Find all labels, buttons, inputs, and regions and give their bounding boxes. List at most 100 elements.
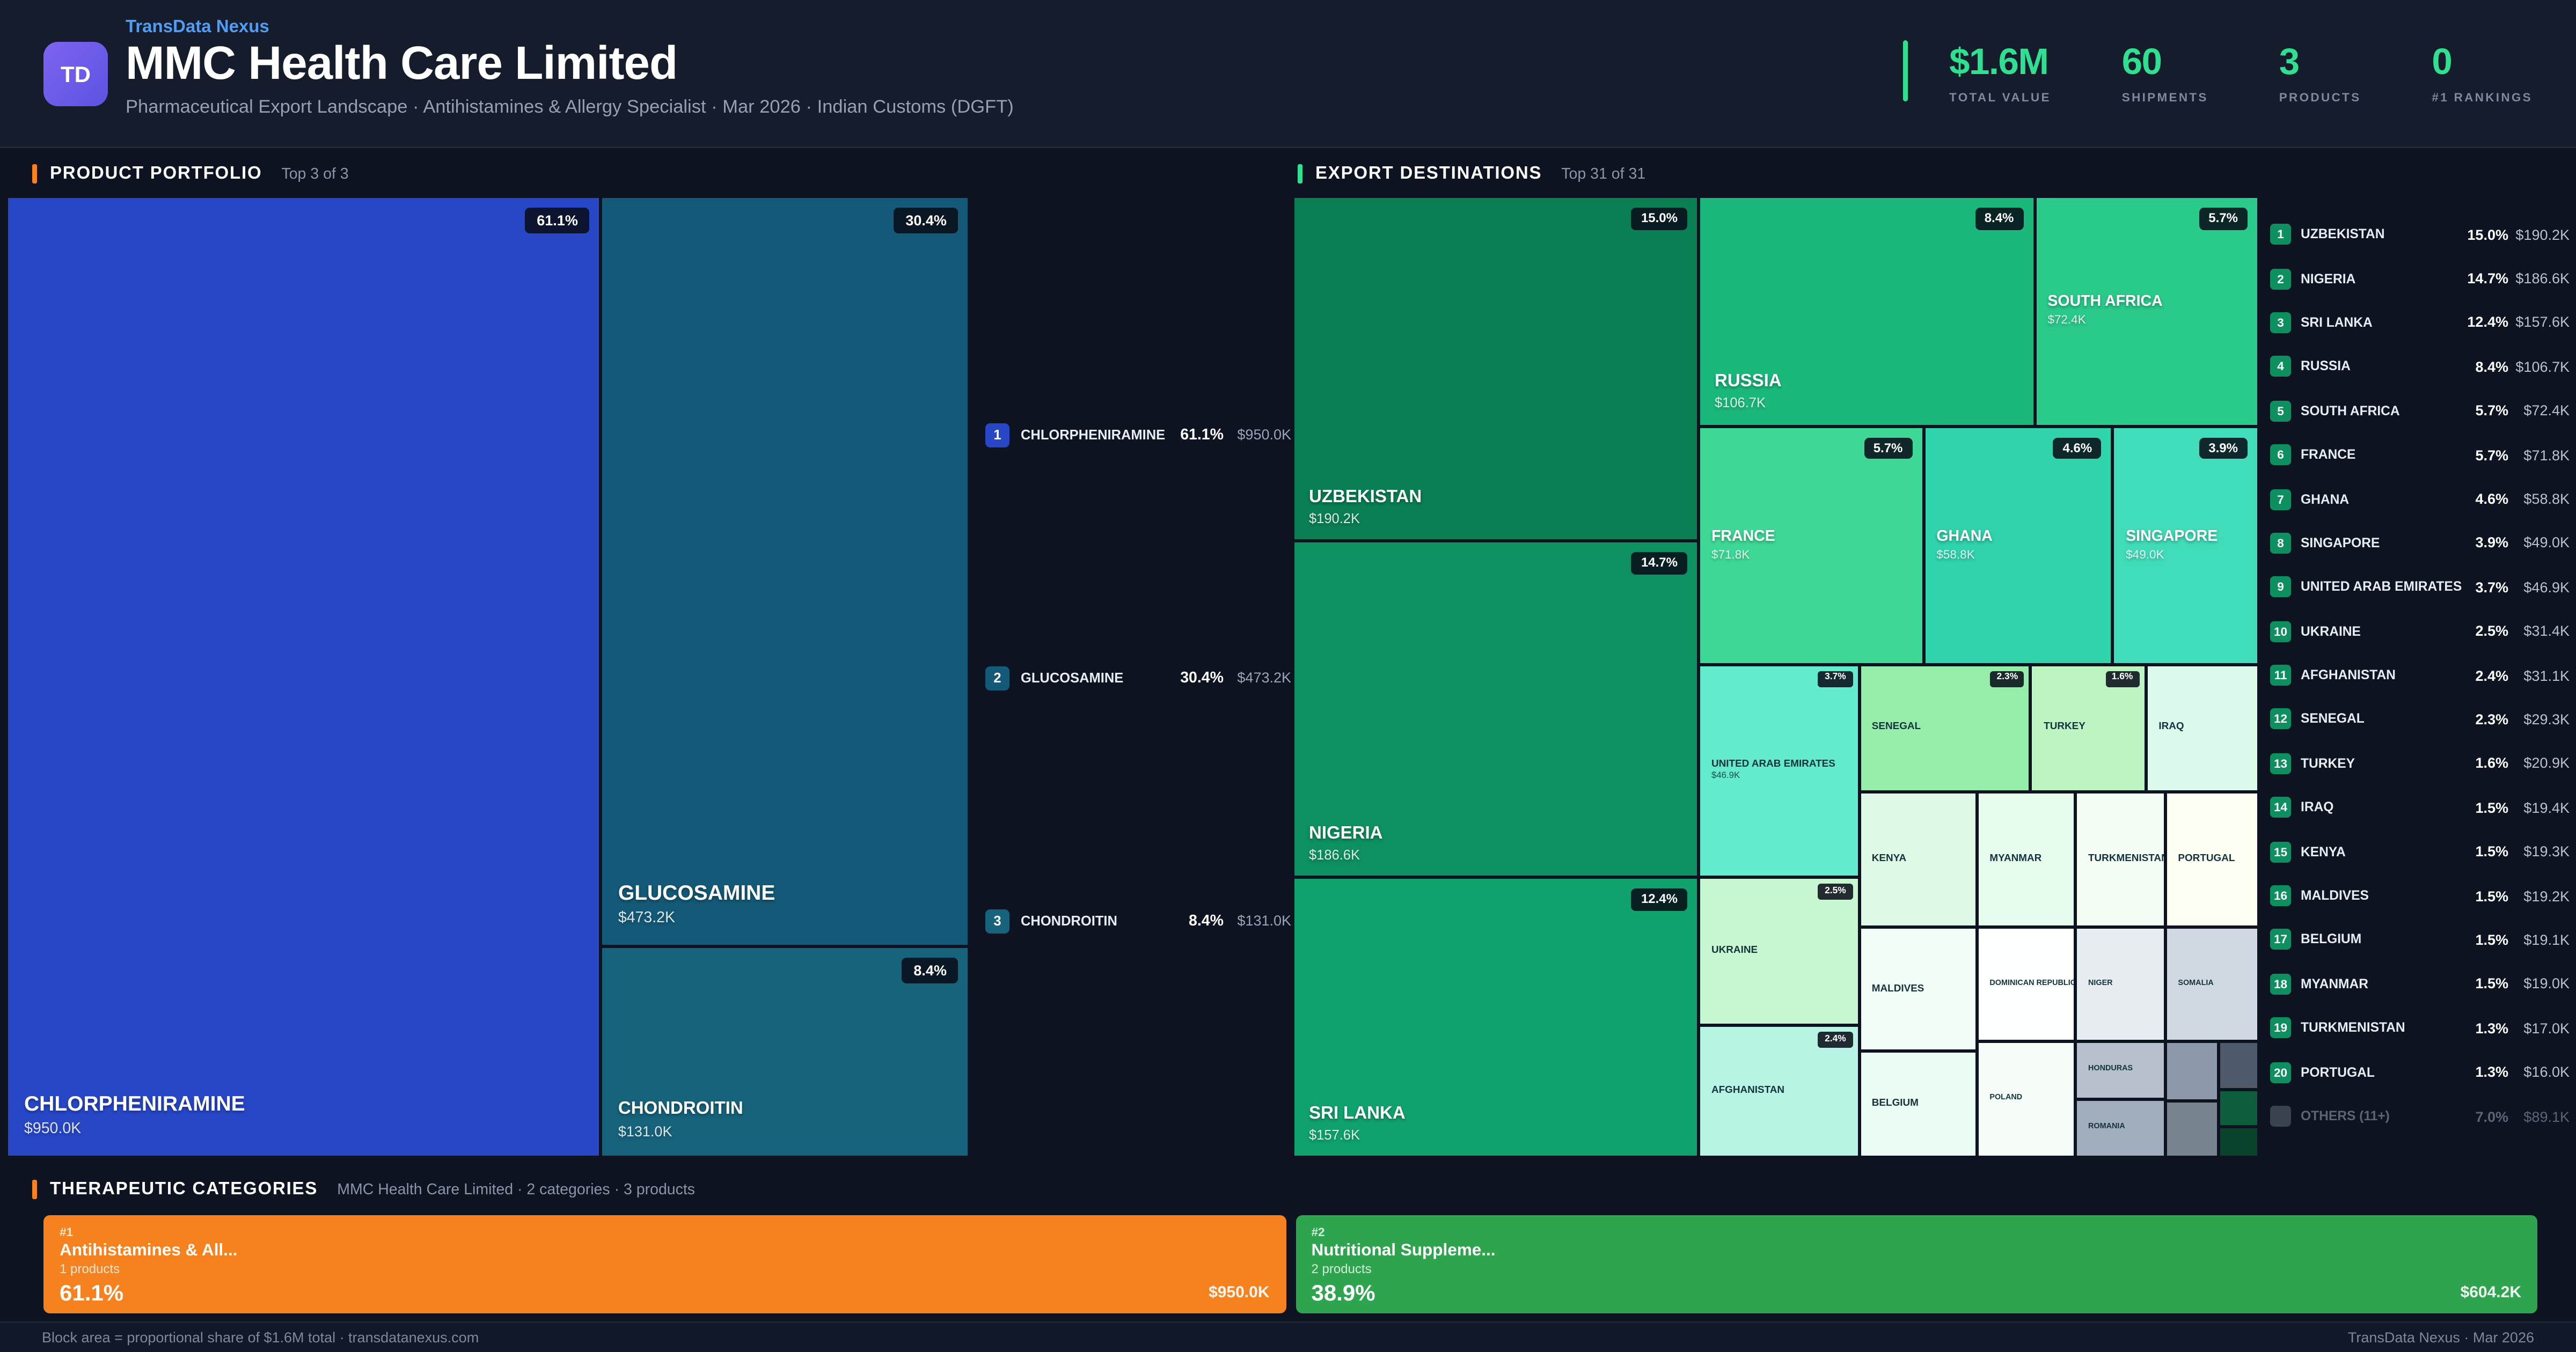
export-legend-row-france[interactable]: 6 FRANCE 5.7% $71.8K xyxy=(2270,433,2570,477)
block-share-badge: 5.7% xyxy=(2199,208,2248,230)
treemap-block-singapore[interactable]: 3.9% SINGAPORE $49.0K xyxy=(2113,426,2259,665)
section-accent-bar xyxy=(32,164,37,183)
product-legend-row-chlorpheniramine[interactable]: 1 CHLORPHENIRAMINE 61.1% $950.0K xyxy=(985,418,1291,451)
legend-rank-badge: 12 xyxy=(2270,709,2291,730)
block-label: SOMALIA xyxy=(2178,980,2213,990)
treemap-block-chlorpheniramine[interactable]: 61.1% CHLORPHENIRAMINE $950.0K xyxy=(6,196,601,1157)
export-legend-row-sri-lanka[interactable]: 3 SRI LANKA 12.4% $157.6K xyxy=(2270,300,2570,344)
export-legend-row-iraq[interactable]: 14 IRAQ 1.5% $19.4K xyxy=(2270,785,2570,829)
block-name: UZBEKISTAN xyxy=(1309,488,1422,508)
treemap-block-glucosamine[interactable]: 30.4% GLUCOSAMINE $473.2K xyxy=(600,196,969,947)
category-card-nutritional-suppleme[interactable]: #2 Nutritional Suppleme... 2 products 38.9%… xyxy=(1295,1215,2537,1313)
export-legend-row-maldives[interactable]: 16 MALDIVES 1.5% $19.2K xyxy=(2270,874,2570,918)
treemap-block-niger[interactable]: NIGER xyxy=(2075,927,2165,1042)
export-legend-row-senegal[interactable]: 12 SENEGAL 2.3% $29.3K xyxy=(2270,697,2570,741)
treemap-block-senegal[interactable]: 2.3% SENEGAL xyxy=(1858,664,2031,791)
legend-country-name: IRAQ xyxy=(2301,800,2334,815)
export-destinations-legend: 1 UZBEKISTAN 15.0% $190.2K 2 NIGERIA 14.7% $186… xyxy=(2270,196,2570,1157)
section-accent-bar xyxy=(1298,164,1302,183)
export-legend-row-myanmar[interactable]: 18 MYANMAR 1.5% $19.0K xyxy=(2270,962,2570,1006)
stat-value: 0 xyxy=(2432,40,2452,82)
treemap-block-uzbekistan[interactable]: 15.0% UZBEKISTAN $190.2K xyxy=(1293,196,1699,541)
block-label: SENEGAL xyxy=(1872,722,1921,734)
legend-value: $157.6K xyxy=(2515,314,2570,331)
treemap-block-other[interactable] xyxy=(2165,1042,2220,1102)
block-share-badge: 8.4% xyxy=(1974,208,2024,230)
legend-rank-badge: 20 xyxy=(2270,1061,2291,1083)
treemap-block-south-africa[interactable]: 5.7% SOUTH AFRICA $72.4K xyxy=(2035,196,2259,427)
treemap-block-other[interactable] xyxy=(2219,1126,2259,1157)
block-label: CHLORPHENIRAMINE $950.0K xyxy=(24,1091,245,1141)
product-portfolio-treemap: 61.1% CHLORPHENIRAMINE $950.0K 30.4% GLUCOSA… xyxy=(6,196,969,1157)
export-legend-row-russia[interactable]: 4 RUSSIA 8.4% $106.7K xyxy=(2270,345,2570,389)
treemap-block-nigeria[interactable]: 14.7% NIGERIA $186.6K xyxy=(1293,541,1699,878)
treemap-block-iraq[interactable]: IRAQ xyxy=(2146,664,2259,791)
export-legend-row-south-africa[interactable]: 5 SOUTH AFRICA 5.7% $72.4K xyxy=(2270,389,2570,433)
export-legend-row-turkmenistan[interactable]: 19 TURKMENISTAN 1.3% $17.0K xyxy=(2270,1006,2570,1050)
export-legend-row-singapore[interactable]: 8 SINGAPORE 3.9% $49.0K xyxy=(2270,521,2570,565)
treemap-block-turkey[interactable]: 1.6% TURKEY xyxy=(2031,664,2146,791)
block-share-badge: 2.4% xyxy=(1818,1032,1853,1048)
treemap-block-turkmenistan[interactable]: TURKMENISTAN xyxy=(2075,791,2165,928)
legend-country-name: RUSSIA xyxy=(2301,359,2351,374)
block-value: $72.4K xyxy=(2047,312,2086,327)
legend-value: $473.2K xyxy=(1237,670,1291,686)
export-legend-row-ghana[interactable]: 7 GHANA 4.6% $58.8K xyxy=(2270,477,2570,521)
export-legend-row-others-11[interactable]: OTHERS (11+) 7.0% $89.1K xyxy=(2270,1094,2570,1138)
treemap-block-sri-lanka[interactable]: 12.4% SRI LANKA $157.6K xyxy=(1293,877,1699,1157)
treemap-block-dominican-republic[interactable]: DOMINICAN REPUBLIC xyxy=(1977,927,2075,1042)
treemap-block-poland[interactable]: POLAND xyxy=(1977,1042,2075,1157)
legend-pct: 5.7% xyxy=(2475,446,2508,463)
treemap-block-ukraine[interactable]: 2.5% UKRAINE xyxy=(1699,877,1859,1026)
treemap-block-myanmar[interactable]: MYANMAR xyxy=(1977,791,2075,928)
stat-value: $1.6M xyxy=(1949,40,2049,82)
export-legend-row-ukraine[interactable]: 10 UKRAINE 2.5% $31.4K xyxy=(2270,609,2570,653)
export-legend-row-belgium[interactable]: 17 BELGIUM 1.5% $19.1K xyxy=(2270,918,2570,962)
block-value: $473.2K xyxy=(618,910,676,928)
treemap-block-france[interactable]: 5.7% FRANCE $71.8K xyxy=(1699,426,1924,665)
treemap-block-kenya[interactable]: KENYA xyxy=(1858,791,1977,928)
export-legend-row-uzbekistan[interactable]: 1 UZBEKISTAN 15.0% $190.2K xyxy=(2270,212,2570,256)
block-share-badge: 12.4% xyxy=(1631,888,1687,911)
block-name: TURKEY xyxy=(2044,721,2085,733)
export-legend-row-portugal[interactable]: 20 PORTUGAL 1.3% $16.0K xyxy=(2270,1050,2570,1094)
export-legend-row-afghanistan[interactable]: 11 AFGHANISTAN 2.4% $31.1K xyxy=(2270,653,2570,697)
treemap-block-ghana[interactable]: 4.6% GHANA $58.8K xyxy=(1923,426,2113,665)
block-label: AFGHANISTAN xyxy=(1711,1085,1784,1098)
export-legend-row-united-arab-emirates[interactable]: 9 UNITED ARAB EMIRATES 3.7% $46.9K xyxy=(2270,565,2570,609)
export-legend-row-nigeria[interactable]: 2 NIGERIA 14.7% $186.6K xyxy=(2270,256,2570,300)
treemap-block-somalia[interactable]: SOMALIA xyxy=(2165,927,2259,1042)
legend-pct: 1.3% xyxy=(2475,1020,2508,1037)
treemap-block-romania[interactable]: ROMANIA xyxy=(2075,1099,2165,1157)
treemap-block-honduras[interactable]: HONDURAS xyxy=(2075,1042,2165,1100)
block-name: PORTUGAL xyxy=(2178,853,2235,864)
treemap-block-other[interactable] xyxy=(2165,1101,2220,1157)
brand-logo[interactable]: TD xyxy=(43,42,108,106)
legend-rank-badge: 2 xyxy=(985,665,1009,690)
treemap-block-portugal[interactable]: PORTUGAL xyxy=(2165,791,2259,928)
treemap-block-other[interactable] xyxy=(2219,1042,2259,1090)
export-legend-row-kenya[interactable]: 15 KENYA 1.5% $19.3K xyxy=(2270,829,2570,873)
section-header-export-destinations: EXPORT DESTINATIONS Top 31 of 31 xyxy=(1298,163,1645,185)
treemap-block-afghanistan[interactable]: 2.4% AFGHANISTAN xyxy=(1699,1025,1859,1157)
block-name: POLAND xyxy=(1989,1094,2023,1103)
block-share-badge: 14.7% xyxy=(1631,552,1687,575)
treemap-block-maldives[interactable]: MALDIVES xyxy=(1858,927,1977,1051)
treemap-block-united-arab-emirates[interactable]: 3.7% UNITED ARAB EMIRATES $46.9K xyxy=(1699,664,1859,878)
legend-country-name: NIGERIA xyxy=(2301,271,2356,286)
export-legend-row-turkey[interactable]: 13 TURKEY 1.6% $20.9K xyxy=(2270,741,2570,785)
treemap-block-other[interactable] xyxy=(2219,1090,2259,1127)
treemap-block-belgium[interactable]: BELGIUM xyxy=(1858,1050,1977,1157)
block-value: $49.0K xyxy=(2126,546,2164,561)
category-card-antihistamines-all[interactable]: #1 Antihistamines & All... 1 products 61.1%… xyxy=(43,1215,1286,1313)
legend-value: $71.8K xyxy=(2523,446,2570,463)
product-legend-row-glucosamine[interactable]: 2 GLUCOSAMINE 30.4% $473.2K xyxy=(985,662,1291,694)
product-legend-row-chondroitin[interactable]: 3 CHONDROITIN 8.4% $131.0K xyxy=(985,905,1291,937)
treemap-block-russia[interactable]: 8.4% RUSSIA $106.7K xyxy=(1699,196,2035,427)
legend-rank-badge: 10 xyxy=(2270,621,2291,642)
block-share-badge: 2.3% xyxy=(1990,671,2025,687)
legend-pct: 12.4% xyxy=(2467,314,2508,331)
treemap-block-chondroitin[interactable]: 8.4% CHONDROITIN $131.0K xyxy=(600,946,969,1157)
block-label: SRI LANKA $157.6K xyxy=(1309,1104,1406,1144)
legend-value: $72.4K xyxy=(2523,402,2570,419)
